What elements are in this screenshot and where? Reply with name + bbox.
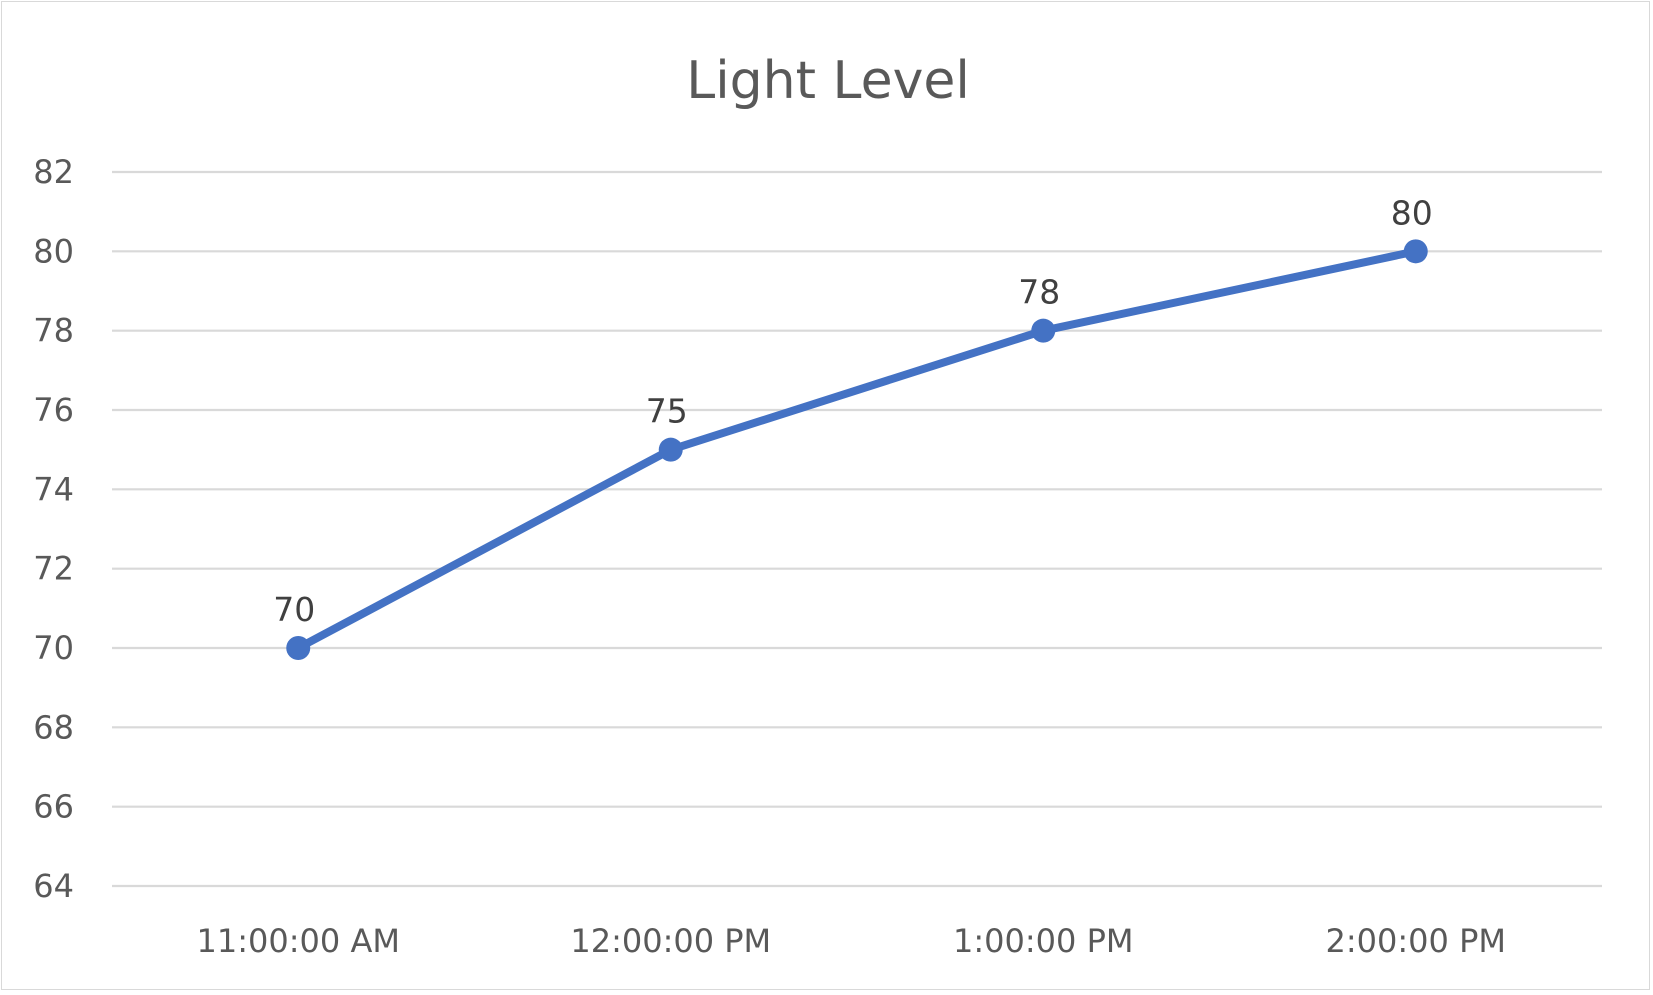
x-tick-label: 11:00:00 AM: [197, 922, 400, 960]
data-labels: 70 75 78 80: [273, 193, 1433, 629]
series-line: [294, 247, 1420, 652]
data-point: [1403, 239, 1428, 264]
y-tick-label: 76: [33, 391, 74, 429]
y-tick-label: 82: [33, 153, 74, 191]
y-tick-label: 64: [33, 867, 74, 905]
data-point: [286, 636, 311, 660]
y-tick-label: 70: [33, 629, 74, 667]
y-tick-label: 78: [33, 312, 74, 350]
data-point: [1031, 318, 1056, 343]
data-label: 70: [273, 590, 315, 629]
series-light-level: [286, 239, 1428, 660]
y-tick-label: 80: [33, 232, 74, 270]
chart-title: Light Level: [686, 51, 970, 111]
data-point: [658, 437, 683, 462]
data-label: 75: [646, 392, 688, 431]
y-tick-label: 66: [33, 788, 74, 826]
data-label: 80: [1391, 193, 1433, 232]
y-axis-tick-labels: 64 66 68 70 72 74 76 78 80 82: [33, 153, 74, 905]
gridlines: [112, 170, 1602, 888]
x-tick-label: 1:00:00 PM: [953, 922, 1133, 960]
x-tick-label: 12:00:00 PM: [570, 922, 771, 960]
y-tick-label: 72: [33, 550, 74, 588]
y-tick-label: 68: [33, 708, 74, 746]
x-axis-tick-labels: 11:00:00 AM 12:00:00 PM 1:00:00 PM 2:00:00 …: [197, 922, 1506, 960]
data-label: 78: [1018, 273, 1060, 312]
y-tick-label: 74: [33, 470, 74, 508]
x-tick-label: 2:00:00 PM: [1326, 922, 1506, 960]
